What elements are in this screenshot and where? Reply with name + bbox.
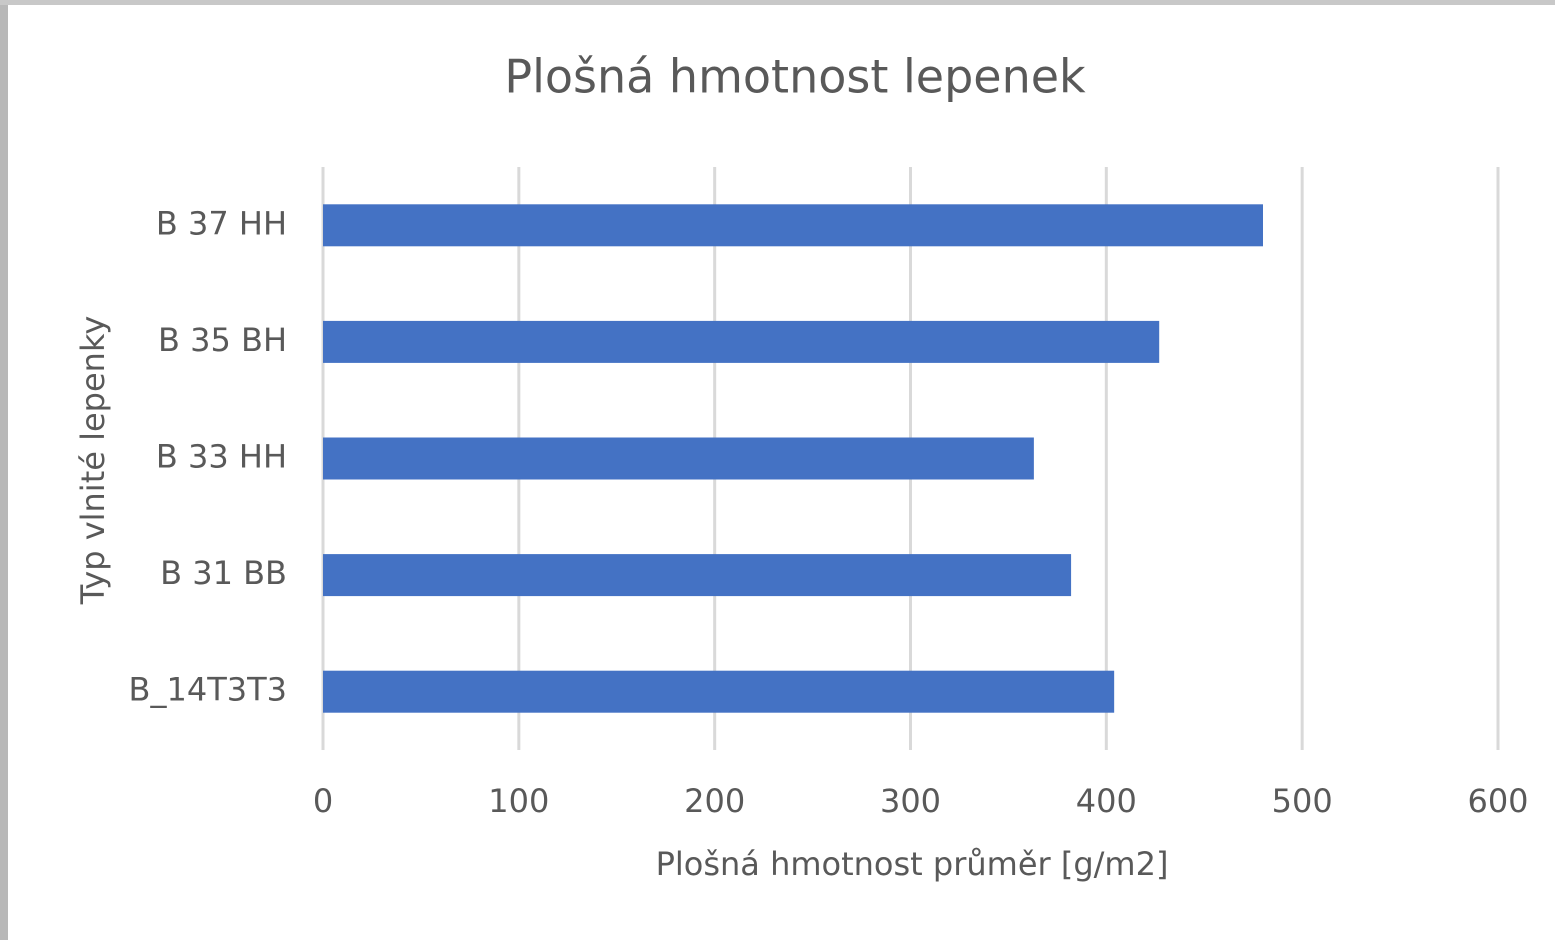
bar bbox=[323, 437, 1034, 480]
x-tick-label: 400 bbox=[1076, 782, 1137, 820]
bar bbox=[323, 554, 1072, 597]
y-tick-label: B 33 HH bbox=[156, 438, 287, 476]
bar bbox=[323, 670, 1115, 713]
bar bbox=[323, 320, 1160, 363]
chart-title: Plošná hmotnost lepenek bbox=[504, 50, 1086, 104]
y-axis-title: Typ vlnité lepenky bbox=[74, 316, 112, 606]
y-tick-label: B 31 BB bbox=[160, 554, 287, 592]
y-tick-label: B 37 HH bbox=[156, 204, 287, 242]
x-tick-label: 600 bbox=[1467, 782, 1528, 820]
x-tick-label: 100 bbox=[488, 782, 549, 820]
window-edge bbox=[0, 0, 8, 940]
bar bbox=[323, 204, 1263, 247]
x-tick-label: 300 bbox=[880, 782, 941, 820]
y-tick-label: B_14T3T3 bbox=[129, 671, 287, 709]
x-tick-label: 200 bbox=[684, 782, 745, 820]
x-tick-label: 500 bbox=[1272, 782, 1333, 820]
y-tick-label: B 35 BH bbox=[158, 321, 287, 359]
x-axis-title: Plošná hmotnost průměr [g/m2] bbox=[656, 845, 1169, 883]
x-tick-label: 0 bbox=[313, 782, 333, 820]
window-edge bbox=[0, 0, 1555, 5]
